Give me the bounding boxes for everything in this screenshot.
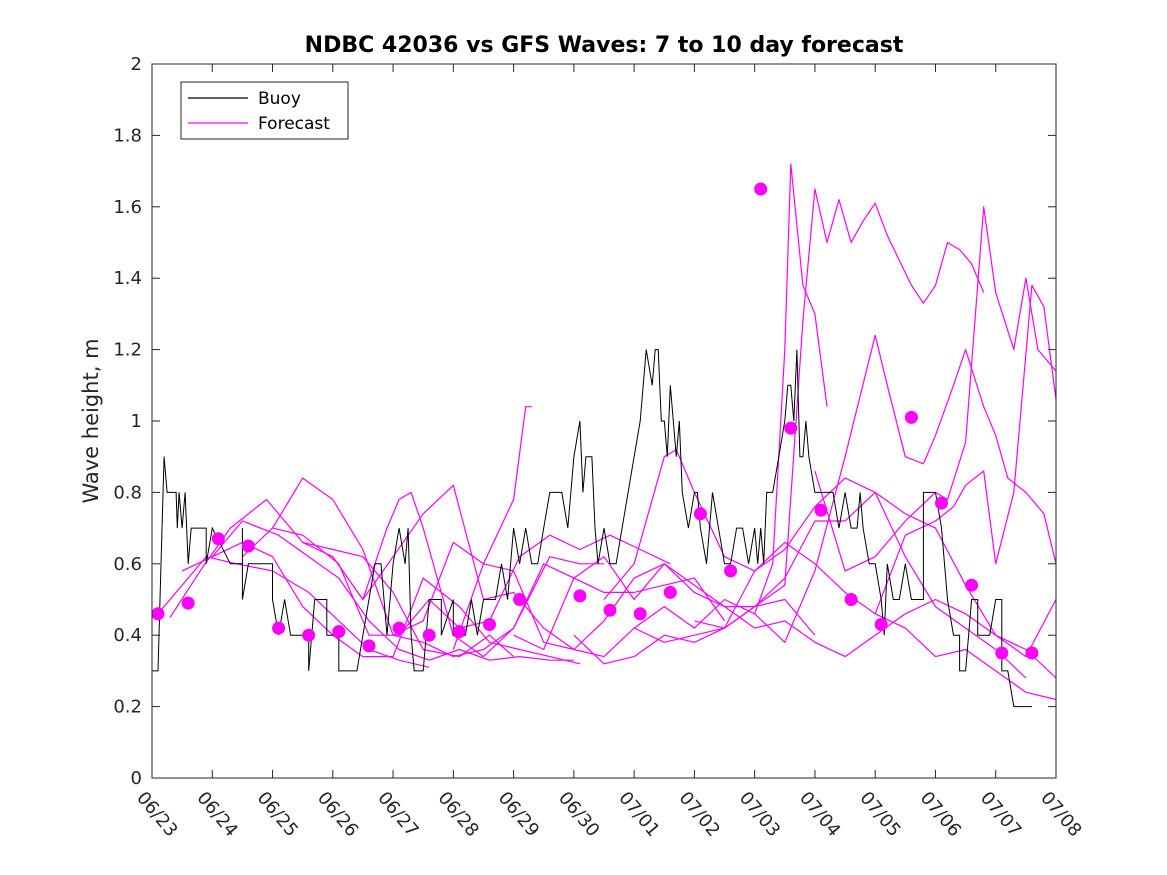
forecast-marker-15 [633,607,647,621]
y-tick-label: 1.2 [113,340,142,361]
forecast-line-15 [754,334,1057,643]
y-tick-label: 1.4 [113,268,142,289]
x-tick-label: 06/24 [192,788,241,841]
forecast-marker-12 [513,593,527,606]
y-tick-label: 0.6 [113,554,142,575]
forecast-line-14 [694,188,985,629]
forecast-marker-0 [151,607,165,621]
forecast-marker-26 [965,578,979,592]
forecast-line-16 [814,206,1057,572]
forecast-marker-24 [904,410,918,424]
forecast-marker-20 [784,421,798,435]
buoy-line [152,349,1032,708]
x-tick-label: 07/04 [795,788,844,841]
x-tick-label: 07/08 [1036,788,1085,841]
legend-buoy-label: Buoy [258,89,301,109]
x-tick-label: 06/23 [132,788,181,841]
y-tick-label: 0.4 [113,625,142,646]
forecast-line-0 [157,556,430,668]
y-tick-label: 1.8 [113,125,142,146]
forecast-line-13 [633,163,828,629]
forecast-marker-19 [754,182,768,196]
forecast-marker-4 [272,621,286,635]
x-tick-label: 06/28 [434,788,483,841]
forecast-line-4 [241,477,604,658]
legend-box [180,81,349,140]
forecast-marker-22 [844,593,858,606]
plot-background [152,64,1056,778]
forecast-line-5 [272,527,671,636]
x-tick-label: 07/05 [855,788,904,841]
plot-frame [151,63,1057,779]
y-axis-label: Wave height, m [79,338,103,503]
y-tick-label: 0.8 [113,482,142,503]
y-tick-label: 1 [131,411,142,432]
forecast-marker-8 [392,621,406,635]
forecast-marker-11 [483,618,496,631]
forecast-marker-16 [663,585,677,599]
forecast-marker-9 [422,628,436,642]
x-tick-label: 06/26 [313,788,362,841]
series-layer [151,163,1057,708]
forecast-line-10 [513,556,1057,679]
x-tick-label: 07/02 [675,788,724,841]
forecast-marker-7 [362,639,376,653]
forecast-marker-21 [814,503,828,517]
forecast-marker-1 [181,596,195,610]
forecast-marker-13 [573,589,587,603]
forecast-marker-17 [693,507,707,521]
forecast-marker-23 [874,618,888,631]
forecast-line-1 [169,498,514,658]
forecast-line-6 [302,491,725,658]
forecast-line-17 [874,284,1057,615]
x-tick-label: 07/03 [735,788,784,841]
y-tick-label: 0 [131,768,142,789]
x-tick-label: 06/27 [373,788,422,841]
chart-title: NDBC 42036 vs GFS Waves: 7 to 10 day for… [305,33,904,58]
x-tick-label: 06/29 [494,788,543,841]
forecast-line-11 [573,541,1057,701]
legend-forecast-label: Forecast [258,114,330,134]
x-tick-label: 07/07 [976,788,1025,841]
y-tick-label: 2 [131,54,142,75]
forecast-marker-6 [332,625,346,639]
y-tick-label: 0.2 [113,697,142,718]
forecast-marker-18 [724,564,738,578]
x-tick-label: 07/06 [916,788,965,841]
forecast-line-3 [212,541,581,665]
x-tick-label: 07/01 [614,788,663,841]
forecast-line-12 [603,449,1057,658]
forecast-marker-14 [603,603,617,617]
forecast-marker-2 [211,532,225,546]
forecast-marker-10 [452,625,466,639]
y-tick-label: 1.6 [113,197,142,218]
forecast-marker-25 [935,496,948,510]
legend: Buoy Forecast [180,81,349,140]
forecast-marker-5 [302,628,316,642]
forecast-marker-27 [995,646,1009,660]
x-tick-label: 06/25 [253,788,302,841]
x-tick-label: 06/30 [554,788,603,841]
forecast-marker-3 [241,539,255,553]
forecast-marker-28 [1025,646,1039,660]
